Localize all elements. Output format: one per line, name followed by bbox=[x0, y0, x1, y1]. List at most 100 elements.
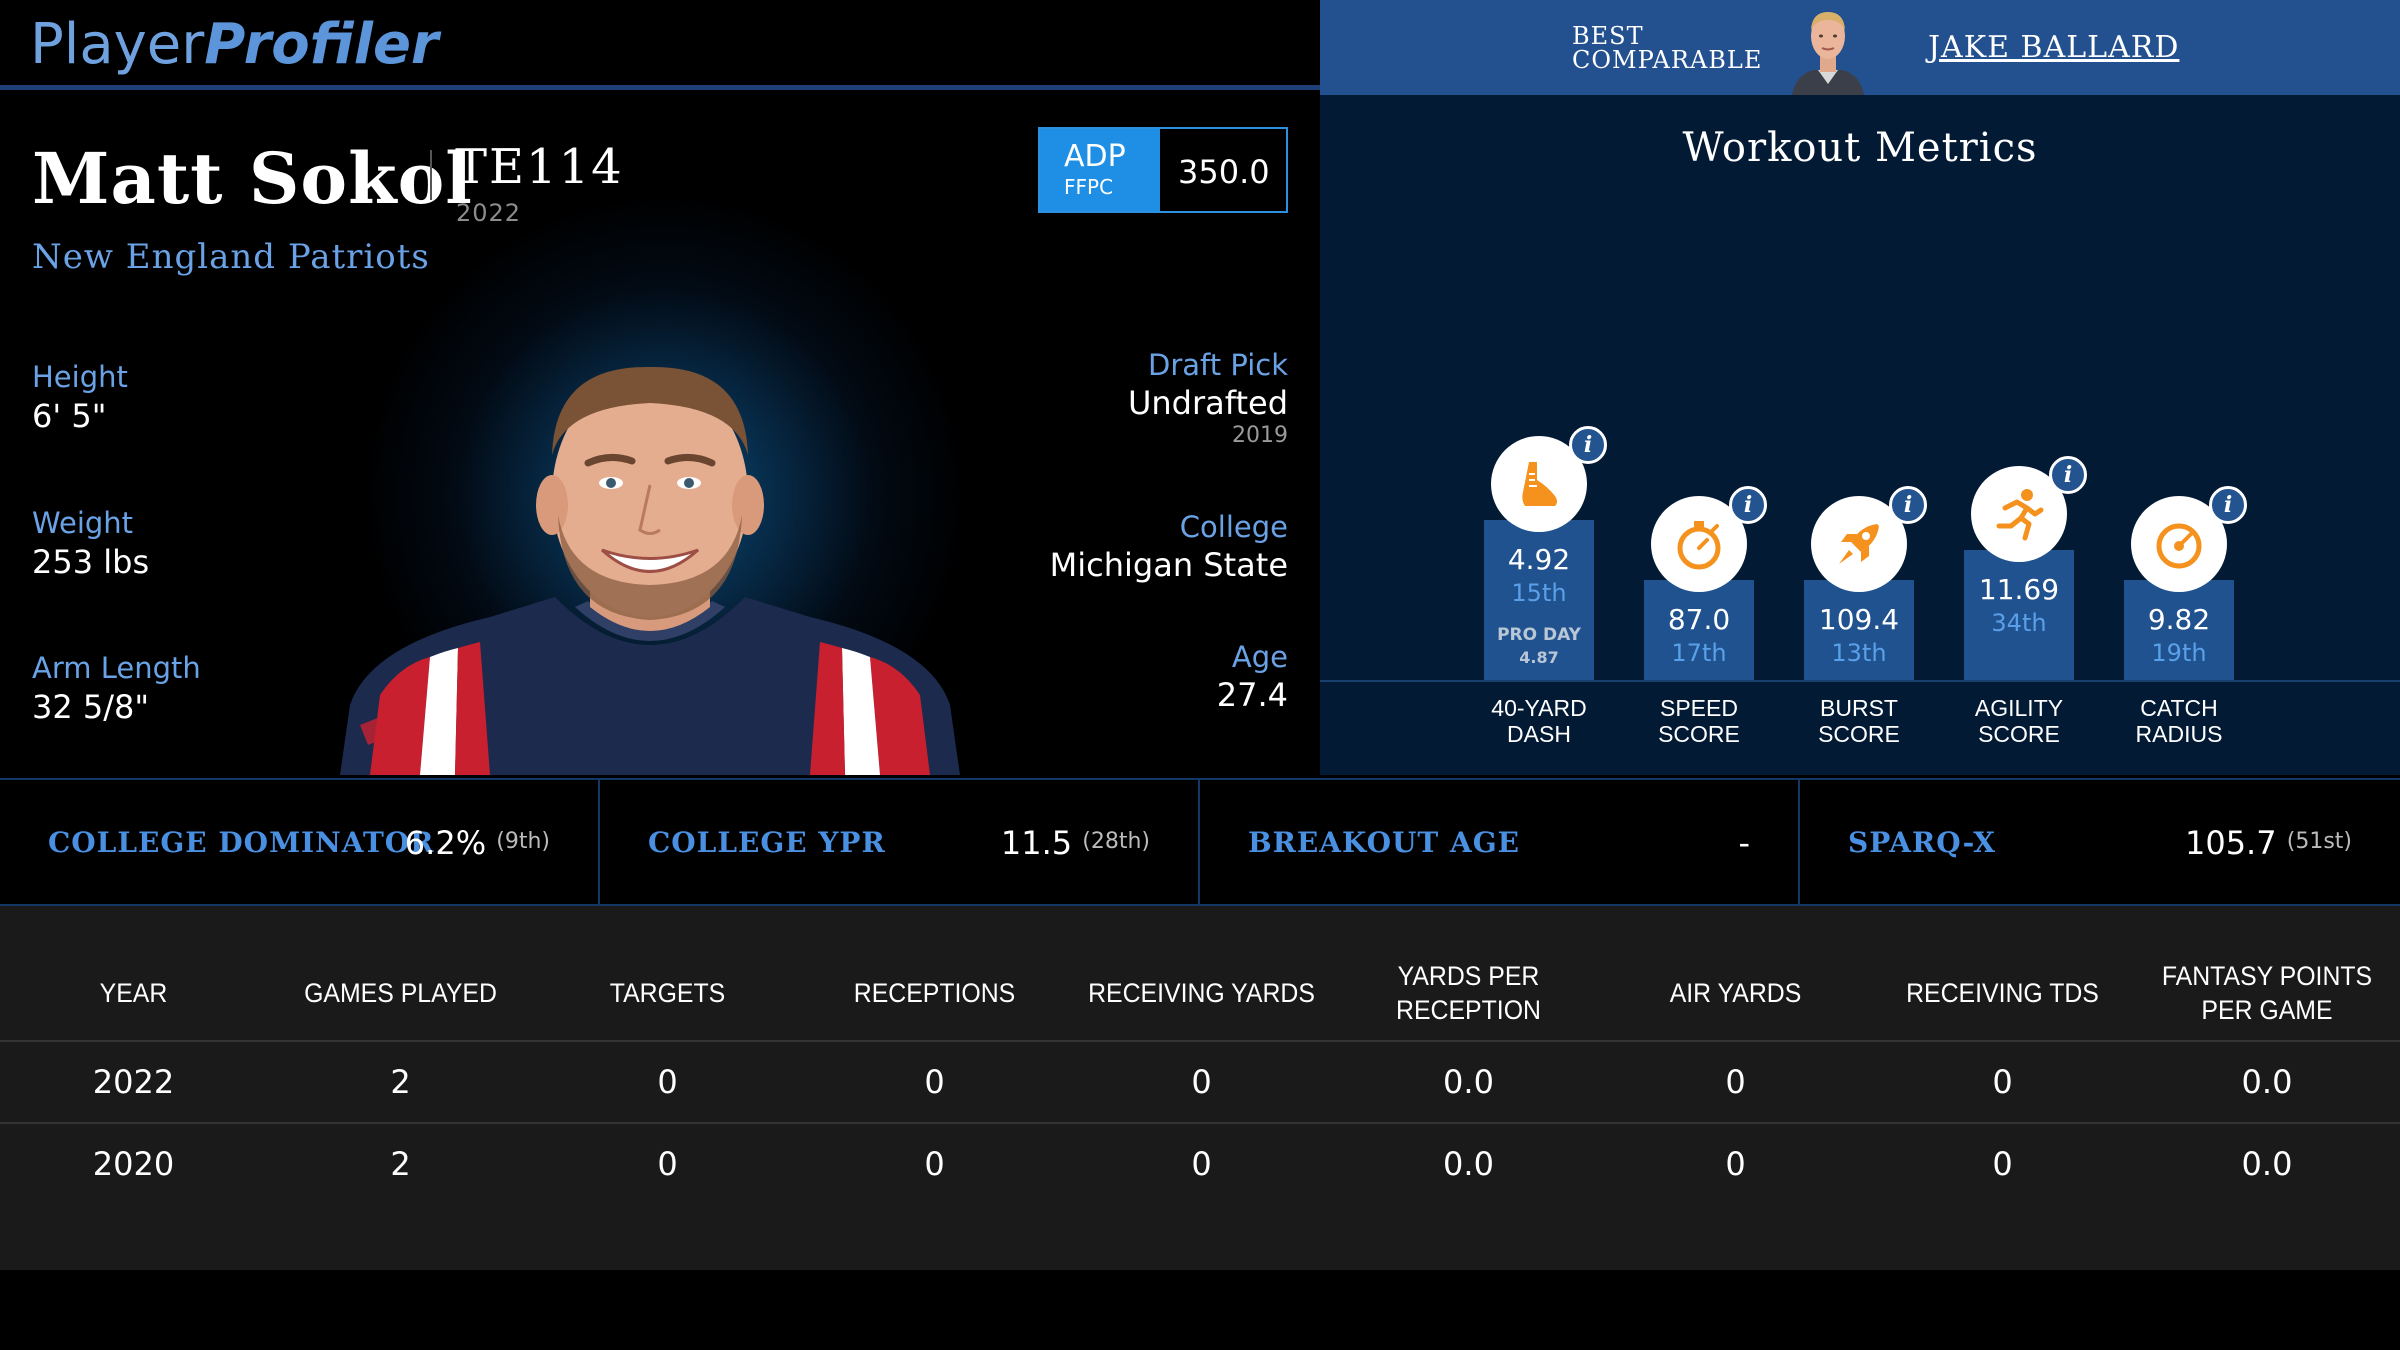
summary-value: 11.5 (28th) bbox=[1001, 824, 1150, 862]
player-profile-panel: Matt Sokol TE114 2022 New England Patrio… bbox=[0, 95, 1320, 775]
column-header-air-yards[interactable]: AIR YARDS bbox=[1669, 978, 1802, 1008]
column-header-year[interactable]: YEAR bbox=[99, 978, 168, 1008]
metric-label-line2: RADIUS bbox=[2135, 721, 2223, 747]
table-cell: 0 bbox=[657, 1145, 678, 1183]
weight-value: 253 lbs bbox=[32, 543, 150, 581]
summary-value-rank: (51st) bbox=[2286, 829, 2352, 854]
stopwatch-icon bbox=[1677, 521, 1721, 570]
metric-rank-speed-score: 17th bbox=[1671, 639, 1727, 667]
table-cell: 0 bbox=[1992, 1063, 2013, 1101]
summary-value-number: 11.5 bbox=[1000, 824, 1073, 862]
age-value: 27.4 bbox=[1216, 676, 1288, 714]
college-value: Michigan State bbox=[1049, 546, 1288, 584]
pro-day-label: PRO DAY bbox=[1497, 625, 1581, 645]
metric-value-catch-radius: 9.82 bbox=[2147, 603, 2211, 636]
rocket-icon bbox=[1839, 524, 1879, 564]
column-header-fantasy-points-per-game[interactable]: FANTASY POINTS PER GAME bbox=[2161, 961, 2373, 1025]
column-header-receiving-yards[interactable]: RECEIVING YARDS bbox=[1088, 978, 1315, 1008]
best-comparable-link[interactable]: JAKE BALLARD bbox=[1928, 30, 2180, 65]
metric-bar-agility-score bbox=[1964, 550, 2074, 680]
draft-pick-value: Undrafted bbox=[1127, 384, 1288, 422]
metric-label-line1: BURST bbox=[1820, 695, 1898, 721]
metric-bar-catch-radius bbox=[2124, 580, 2234, 680]
summary-value-number: 6.2% bbox=[404, 824, 487, 862]
adp-badge: ADP FFPC 350.0 bbox=[1038, 127, 1288, 213]
summary-breakout-age: BREAKOUT AGE - bbox=[1200, 780, 1800, 906]
runner-icon bbox=[1996, 489, 2044, 541]
metric-rank-agility-score: 34th bbox=[1991, 609, 2047, 637]
metric-label-catch-radius: CATCH RADIUS bbox=[2099, 695, 2259, 747]
header-bar: PlayerProfiler bbox=[0, 0, 1320, 90]
metric-rank-catch-radius: 19th bbox=[2151, 639, 2207, 667]
best-comparable-label-line1: BEST bbox=[1572, 22, 1644, 50]
name-divider bbox=[430, 150, 432, 200]
column-header-receptions[interactable]: RECEPTIONS bbox=[853, 978, 1016, 1008]
age-label: Age bbox=[1231, 640, 1288, 674]
height-label: Height bbox=[32, 360, 128, 394]
table-cell: 0 bbox=[924, 1145, 945, 1183]
row-divider bbox=[0, 1040, 2400, 1042]
pro-day-value: 4.87 bbox=[1519, 648, 1559, 667]
metric-label-40-yard-dash: 40-YARD DASH bbox=[1459, 695, 1619, 747]
metric-label-line1: SPEED bbox=[1660, 695, 1738, 721]
column-header-receiving-tds[interactable]: RECEIVING TDS bbox=[1906, 978, 2099, 1008]
metric-value-agility-score: 11.69 bbox=[1978, 573, 2060, 606]
metric-value-40-yard-dash: 4.92 bbox=[1507, 543, 1571, 576]
summary-label: SPARQ-X bbox=[1848, 826, 1996, 859]
column-header-yards-per-reception[interactable]: YARDS PER RECEPTION bbox=[1396, 961, 1541, 1025]
column-header-games-played[interactable]: GAMES PLAYED bbox=[304, 978, 497, 1008]
row-divider bbox=[0, 1122, 2400, 1124]
summary-label: BREAKOUT AGE bbox=[1248, 826, 1520, 859]
adp-title: ADP bbox=[1064, 139, 1126, 174]
arm-length-value: 32 5/8" bbox=[32, 688, 150, 726]
summary-college-ypr: COLLEGE YPR 11.5 (28th) bbox=[600, 780, 1200, 906]
adp-value: 350.0 bbox=[1178, 153, 1270, 191]
season-stats-table: YEAR GAMES PLAYED TARGETS RECEPTIONS REC… bbox=[0, 906, 2400, 1270]
table-cell: 0 bbox=[1992, 1145, 2013, 1183]
table-cell: 0 bbox=[657, 1063, 678, 1101]
table-cell: 0 bbox=[1191, 1063, 1212, 1101]
summary-label: COLLEGE DOMINATOR bbox=[48, 826, 435, 859]
player-name: Matt Sokol bbox=[32, 137, 473, 220]
site-logo[interactable]: PlayerProfiler bbox=[30, 12, 439, 77]
metric-value-speed-score: 87.0 bbox=[1667, 603, 1731, 636]
shoe-icon bbox=[1522, 462, 1557, 506]
table-cell: 0.0 bbox=[1443, 1145, 1494, 1183]
table-cell: 0.0 bbox=[2241, 1063, 2293, 1101]
summary-sparq-x: SPARQ-X 105.7 (51st) bbox=[1800, 780, 2400, 906]
metric-label-agility-score: AGILITY SCORE bbox=[1939, 695, 2099, 747]
adp-label-box: ADP FFPC bbox=[1040, 129, 1160, 211]
summary-value: - bbox=[1738, 824, 1750, 862]
metric-label-line2: SCORE bbox=[1818, 721, 1900, 747]
best-comparable-label: BEST COMPARABLE bbox=[1572, 24, 1762, 72]
metric-label-speed-score: SPEED SCORE bbox=[1619, 695, 1779, 747]
info-icon-catch-radius[interactable]: i bbox=[2209, 486, 2247, 524]
summary-value-number: 105.7 bbox=[2184, 824, 2277, 862]
info-icon-burst-score[interactable]: i bbox=[1889, 486, 1927, 524]
metric-bar-40-yard-dash bbox=[1484, 520, 1594, 680]
logo-text-player: Player bbox=[30, 12, 205, 77]
column-header-targets[interactable]: TARGETS bbox=[609, 978, 726, 1008]
summary-label: COLLEGE YPR bbox=[648, 826, 886, 859]
info-icon-agility-score[interactable]: i bbox=[2049, 456, 2087, 494]
info-icon-speed-score[interactable]: i bbox=[1729, 486, 1767, 524]
college-label: College bbox=[1179, 510, 1288, 544]
comparable-avatar bbox=[1792, 12, 1864, 95]
workout-title: Workout Metrics bbox=[1682, 125, 2038, 171]
arm-length-label: Arm Length bbox=[32, 651, 201, 685]
height-value: 6' 5" bbox=[32, 397, 107, 435]
team-link[interactable]: New England Patriots bbox=[32, 237, 430, 277]
table-cell: 0 bbox=[1725, 1063, 1746, 1101]
info-icon-40-yard-dash[interactable]: i bbox=[1569, 426, 1607, 464]
metric-label-line2: DASH bbox=[1507, 721, 1571, 747]
rank-year: 2022 bbox=[456, 199, 522, 227]
table-cell: 0 bbox=[1191, 1145, 1212, 1183]
metric-label-line1: CATCH bbox=[2140, 695, 2218, 721]
metric-label-line1: 40-YARD bbox=[1491, 695, 1587, 721]
workout-metrics-panel: Workout Metrics i 4.92 15th PRO DAY 4.87… bbox=[1320, 95, 2400, 775]
adp-source: FFPC bbox=[1064, 175, 1114, 199]
summary-value: 6.2% (9th) bbox=[405, 824, 550, 862]
best-comparable-bar: BEST COMPARABLE JAKE BALLARD bbox=[1320, 0, 2400, 95]
workout-baseline bbox=[1320, 680, 2400, 682]
metric-rank-burst-score: 13th bbox=[1831, 639, 1887, 667]
